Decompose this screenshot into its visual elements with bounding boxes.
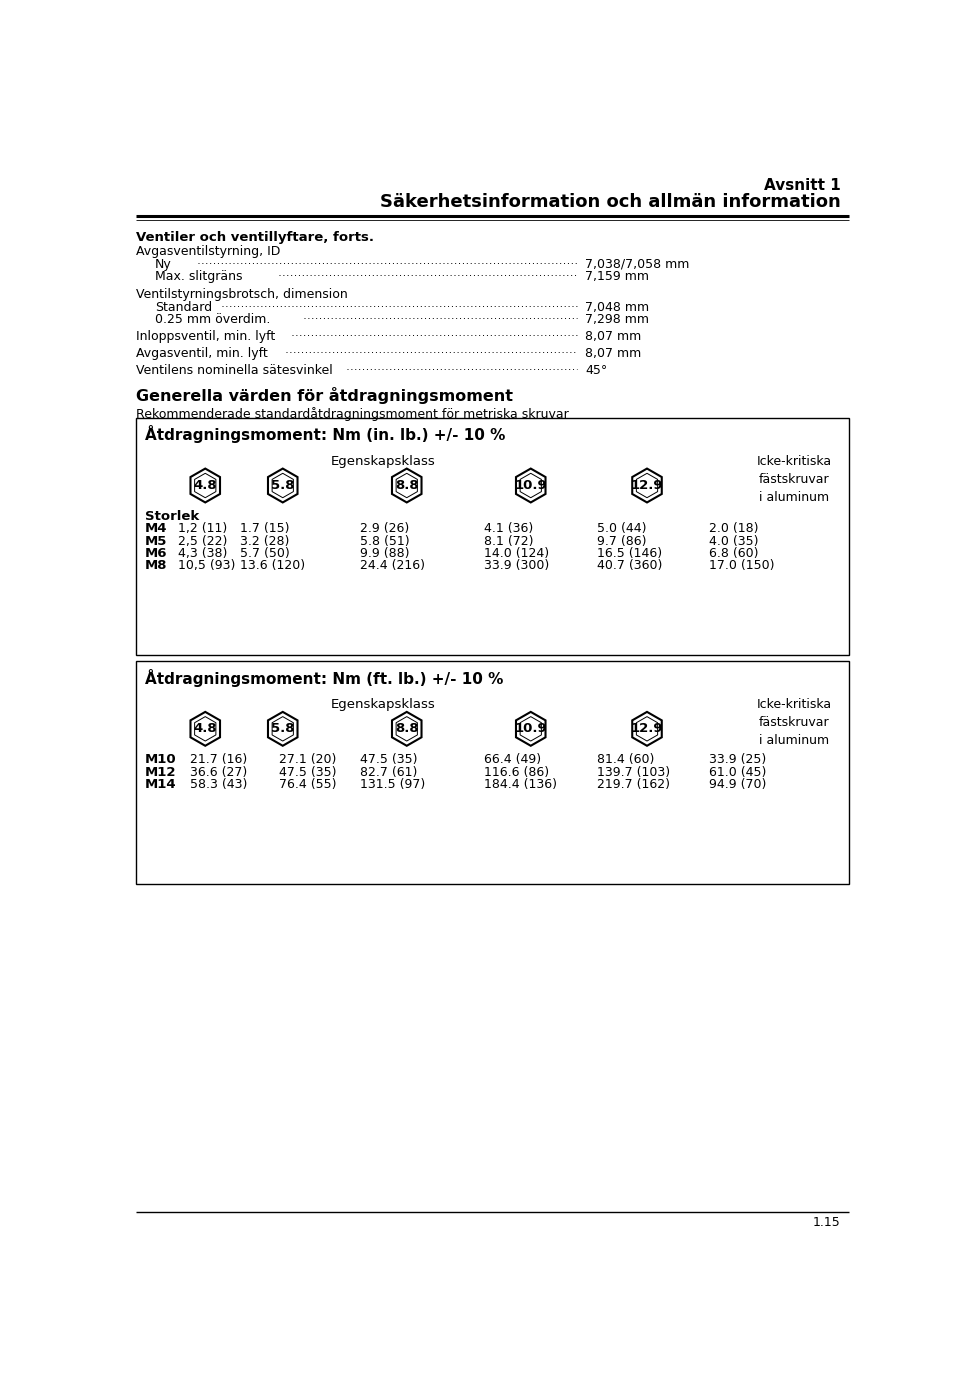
Text: Avsnitt 1: Avsnitt 1 bbox=[764, 177, 841, 192]
Text: M12: M12 bbox=[145, 766, 177, 779]
Text: 58.3 (43): 58.3 (43) bbox=[190, 779, 247, 791]
Text: 5.8 (51): 5.8 (51) bbox=[360, 535, 410, 548]
Text: 7,159 mm: 7,159 mm bbox=[585, 270, 649, 284]
Text: 12.9: 12.9 bbox=[631, 479, 663, 492]
Text: 5.8: 5.8 bbox=[271, 479, 295, 492]
Text: 2.0 (18): 2.0 (18) bbox=[709, 523, 758, 535]
Text: 8.1 (72): 8.1 (72) bbox=[484, 535, 534, 548]
Text: 1,2 (11): 1,2 (11) bbox=[179, 523, 228, 535]
Text: Ventilens nominella sätesvinkel: Ventilens nominella sätesvinkel bbox=[135, 364, 332, 376]
Text: 24.4 (216): 24.4 (216) bbox=[360, 560, 425, 573]
Text: 36.6 (27): 36.6 (27) bbox=[190, 766, 247, 779]
Text: 8.8: 8.8 bbox=[395, 722, 419, 736]
Text: 21.7 (16): 21.7 (16) bbox=[190, 754, 247, 766]
Text: 76.4 (55): 76.4 (55) bbox=[278, 779, 336, 791]
Text: 6.8 (60): 6.8 (60) bbox=[709, 548, 758, 560]
Text: 27.1 (20): 27.1 (20) bbox=[278, 754, 336, 766]
Text: 116.6 (86): 116.6 (86) bbox=[484, 766, 549, 779]
Text: Ventilstyrningsbrotsch, dimension: Ventilstyrningsbrotsch, dimension bbox=[135, 289, 348, 301]
Text: Inloppsventil, min. lyft: Inloppsventil, min. lyft bbox=[135, 331, 275, 343]
Text: 81.4 (60): 81.4 (60) bbox=[596, 754, 654, 766]
Text: 82.7 (61): 82.7 (61) bbox=[360, 766, 418, 779]
Text: M5: M5 bbox=[145, 535, 167, 548]
Text: 5.7 (50): 5.7 (50) bbox=[240, 548, 290, 560]
Text: Egenskapsklass: Egenskapsklass bbox=[331, 698, 436, 711]
Text: 1.7 (15): 1.7 (15) bbox=[240, 523, 290, 535]
Text: 2.9 (26): 2.9 (26) bbox=[360, 523, 410, 535]
Text: 12.9: 12.9 bbox=[631, 722, 663, 736]
Text: 2,5 (22): 2,5 (22) bbox=[179, 535, 228, 548]
Text: 16.5 (146): 16.5 (146) bbox=[596, 548, 661, 560]
Text: M14: M14 bbox=[145, 779, 177, 791]
Text: Åtdragningsmoment: Nm (ft. lb.) +/- 10 %: Åtdragningsmoment: Nm (ft. lb.) +/- 10 % bbox=[145, 669, 503, 687]
Bar bbox=[135, 418, 849, 656]
Text: 10,5 (93): 10,5 (93) bbox=[179, 560, 235, 573]
Text: 7,048 mm: 7,048 mm bbox=[585, 300, 649, 314]
Text: Avgasventilstyrning, ID: Avgasventilstyrning, ID bbox=[135, 245, 280, 259]
Text: 219.7 (162): 219.7 (162) bbox=[596, 779, 670, 791]
Text: 40.7 (360): 40.7 (360) bbox=[596, 560, 662, 573]
Text: Avgasventil, min. lyft: Avgasventil, min. lyft bbox=[135, 347, 267, 360]
Text: 131.5 (97): 131.5 (97) bbox=[360, 779, 425, 791]
Text: Storlek: Storlek bbox=[145, 510, 199, 523]
Text: 9.9 (88): 9.9 (88) bbox=[360, 548, 410, 560]
Text: Säkerhetsinformation och allmän information: Säkerhetsinformation och allmän informat… bbox=[380, 192, 841, 212]
Text: 47.5 (35): 47.5 (35) bbox=[360, 754, 418, 766]
Text: 5.8: 5.8 bbox=[271, 722, 295, 736]
Text: 10.9: 10.9 bbox=[515, 479, 547, 492]
Text: M10: M10 bbox=[145, 754, 177, 766]
Text: Åtdragningsmoment: Nm (in. lb.) +/- 10 %: Åtdragningsmoment: Nm (in. lb.) +/- 10 % bbox=[145, 426, 505, 444]
Text: 1.15: 1.15 bbox=[813, 1216, 841, 1229]
Text: Egenskapsklass: Egenskapsklass bbox=[331, 455, 436, 467]
Text: 8,07 mm: 8,07 mm bbox=[585, 347, 641, 360]
Text: 4,3 (38): 4,3 (38) bbox=[179, 548, 228, 560]
Text: 66.4 (49): 66.4 (49) bbox=[484, 754, 541, 766]
Text: 17.0 (150): 17.0 (150) bbox=[709, 560, 775, 573]
Text: 8,07 mm: 8,07 mm bbox=[585, 331, 641, 343]
Text: Rekommenderade standardåtdragningsmoment för metriska skruvar: Rekommenderade standardåtdragningsmoment… bbox=[135, 407, 568, 420]
Text: 14.0 (124): 14.0 (124) bbox=[484, 548, 549, 560]
Text: M8: M8 bbox=[145, 560, 167, 573]
Text: 184.4 (136): 184.4 (136) bbox=[484, 779, 557, 791]
Text: Ventiler och ventillyftare, forts.: Ventiler och ventillyftare, forts. bbox=[135, 231, 373, 245]
Text: 139.7 (103): 139.7 (103) bbox=[596, 766, 670, 779]
Text: 45°: 45° bbox=[585, 364, 608, 376]
Text: 33.9 (300): 33.9 (300) bbox=[484, 560, 549, 573]
Text: 5.0 (44): 5.0 (44) bbox=[596, 523, 646, 535]
Text: 47.5 (35): 47.5 (35) bbox=[278, 766, 336, 779]
Text: Ny: Ny bbox=[155, 257, 172, 271]
Text: 8.8: 8.8 bbox=[395, 479, 419, 492]
Bar bbox=[135, 661, 849, 884]
Text: 7,038/7,058 mm: 7,038/7,058 mm bbox=[585, 257, 689, 271]
Text: Max. slitgräns: Max. slitgräns bbox=[155, 270, 242, 284]
Text: Standard: Standard bbox=[155, 300, 212, 314]
Text: Icke-kritiska
fästskruvar
i aluminum: Icke-kritiska fästskruvar i aluminum bbox=[756, 455, 831, 503]
Text: M4: M4 bbox=[145, 523, 167, 535]
Text: 4.0 (35): 4.0 (35) bbox=[709, 535, 758, 548]
Text: 7,298 mm: 7,298 mm bbox=[585, 313, 649, 326]
Text: 94.9 (70): 94.9 (70) bbox=[709, 779, 766, 791]
Text: 4.1 (36): 4.1 (36) bbox=[484, 523, 534, 535]
Text: 4.8: 4.8 bbox=[193, 722, 217, 736]
Text: 9.7 (86): 9.7 (86) bbox=[596, 535, 646, 548]
Text: Icke-kritiska
fästskruvar
i aluminum: Icke-kritiska fästskruvar i aluminum bbox=[756, 698, 831, 747]
Text: 4.8: 4.8 bbox=[193, 479, 217, 492]
Text: 10.9: 10.9 bbox=[515, 722, 547, 736]
Text: 3.2 (28): 3.2 (28) bbox=[240, 535, 290, 548]
Text: 61.0 (45): 61.0 (45) bbox=[709, 766, 766, 779]
Text: 0.25 mm överdim.: 0.25 mm överdim. bbox=[155, 313, 271, 326]
Text: M6: M6 bbox=[145, 548, 167, 560]
Text: 33.9 (25): 33.9 (25) bbox=[709, 754, 766, 766]
Text: Generella värden för åtdragningsmoment: Generella värden för åtdragningsmoment bbox=[135, 387, 513, 404]
Text: 13.6 (120): 13.6 (120) bbox=[240, 560, 305, 573]
